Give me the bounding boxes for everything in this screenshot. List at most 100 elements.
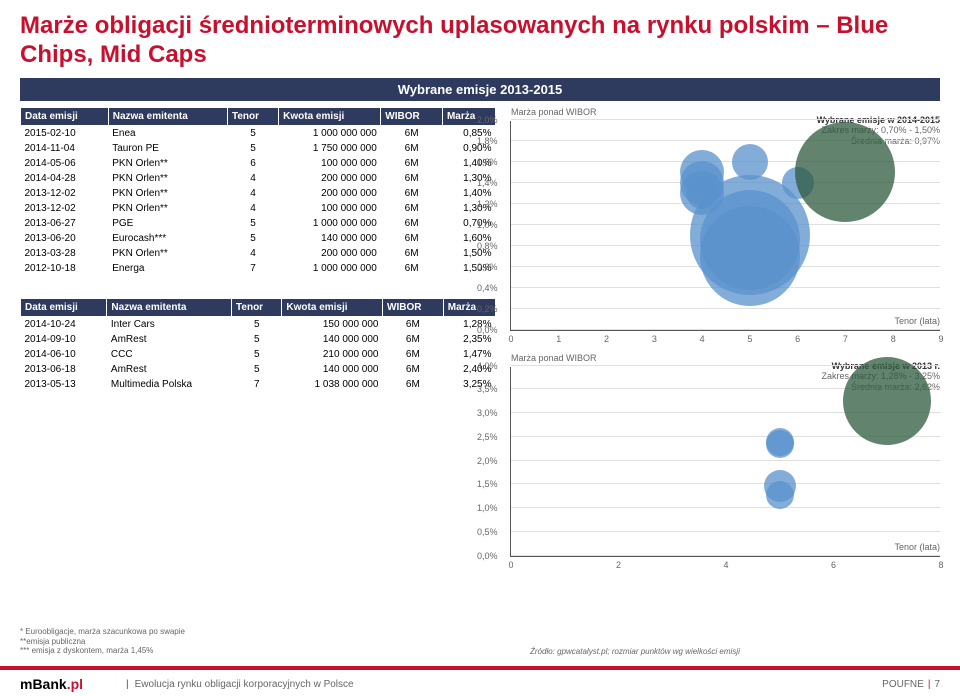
table-row: 2013-06-20Eurocash***5140 000 0006M1,60%: [21, 231, 496, 246]
bubble-point: [843, 357, 931, 445]
right-column: Marża ponad WIBOR Wybrane emisje w 2014-…: [510, 107, 940, 563]
y-tick-label: 1,5%: [477, 479, 498, 489]
y-tick-label: 0,0%: [477, 325, 498, 335]
cell: 200 000 000: [279, 171, 381, 186]
cell: 140 000 000: [282, 332, 383, 347]
x-tick-label: 4: [723, 560, 728, 570]
cell: Eurocash***: [108, 231, 227, 246]
footer-caption-text: Ewolucja rynku obligacji korporacyjnych …: [135, 679, 354, 690]
chart2-x-axis-label: Tenor (lata): [894, 542, 940, 552]
cell: Multimedia Polska: [107, 377, 232, 392]
cell: Energa: [108, 261, 227, 276]
bubble-point: [680, 150, 724, 194]
col-header: Data emisji: [21, 298, 107, 316]
chart1-y-title: Marża ponad WIBOR: [511, 107, 597, 117]
y-tick-label: 0,6%: [477, 262, 498, 272]
y-tick-label: 0,8%: [477, 241, 498, 251]
table-row: 2013-06-27PGE51 000 000 0006M0,70%: [21, 216, 496, 231]
cell: 6M: [381, 231, 443, 246]
cell: 4: [228, 186, 279, 201]
cell: 2014-05-06: [21, 156, 109, 171]
footer-page-number: 7: [934, 679, 940, 690]
footer-page-sep-icon: |: [928, 679, 931, 690]
cell: 5: [232, 362, 282, 377]
cell: 2014-09-10: [21, 332, 107, 347]
logo-suffix: .pl: [67, 676, 83, 692]
table-row: 2014-11-04Tauron PE51 750 000 0006M0,90%: [21, 141, 496, 156]
cell: PKN Orlen**: [108, 156, 227, 171]
cell: PKN Orlen**: [108, 186, 227, 201]
cell: 6M: [383, 362, 444, 377]
y-tick-label: 0,0%: [477, 551, 498, 561]
table-row: 2013-05-13Multimedia Polska71 038 000 00…: [21, 377, 496, 392]
cell: 6: [228, 156, 279, 171]
x-tick-label: 4: [700, 334, 705, 344]
cell: 210 000 000: [282, 347, 383, 362]
cell: 200 000 000: [279, 246, 381, 261]
cell: 2014-06-10: [21, 347, 107, 362]
table-mid-caps: Data emisjiNazwa emitentaTenorKwota emis…: [20, 298, 496, 392]
cell: 1 038 000 000: [282, 377, 383, 392]
cell: 7: [232, 377, 282, 392]
footer-logo: mBank.pl: [20, 676, 83, 692]
col-header: Tenor: [228, 107, 279, 125]
y-tick-label: 1,8%: [477, 136, 498, 146]
footer-confidential: POUFNE: [882, 679, 924, 690]
main-content: Data emisjiNazwa emitenta TenorKwota emis…: [0, 107, 960, 563]
cell: 6M: [383, 347, 444, 362]
cell: 2013-03-28: [21, 246, 109, 261]
footer-page: POUFNE |7: [882, 679, 940, 690]
footnote-2: **emisja publiczna: [20, 637, 185, 647]
cell: 100 000 000: [279, 156, 381, 171]
logo-text: mBank: [20, 676, 67, 692]
x-tick-label: 1: [556, 334, 561, 344]
col-header: Kwota emisji: [279, 107, 381, 125]
x-tick-label: 0: [508, 560, 513, 570]
footnote-1: * Euroobligacje, marża szacunkowa po swa…: [20, 627, 185, 637]
bubble-point: [766, 428, 794, 456]
cell: PGE: [108, 216, 227, 231]
cell: 2014-10-24: [21, 316, 107, 332]
bubble-point: [795, 122, 895, 222]
cell: 2013-06-20: [21, 231, 109, 246]
x-tick-label: 6: [795, 334, 800, 344]
cell: 6M: [381, 201, 443, 216]
table-blue-chips: Data emisjiNazwa emitentaTenorKwota emis…: [20, 107, 496, 276]
cell: 6M: [381, 216, 443, 231]
table-row: 2014-09-10AmRest5140 000 0006M2,35%: [21, 332, 496, 347]
cell: 2013-05-13: [21, 377, 107, 392]
subtitle-bar: Wybrane emisje 2013-2015: [20, 78, 940, 101]
cell: 2013-06-18: [21, 362, 107, 377]
x-tick-label: 5: [747, 334, 752, 344]
table-row: 2012-10-18Energa71 000 000 0006M1,50%: [21, 261, 496, 276]
cell: 140 000 000: [279, 231, 381, 246]
cell: 6M: [381, 125, 443, 141]
y-tick-label: 1,0%: [477, 220, 498, 230]
table-row: 2014-05-06PKN Orlen**6100 000 0006M1,40%: [21, 156, 496, 171]
x-tick-label: 8: [891, 334, 896, 344]
x-tick-label: 9: [938, 334, 943, 344]
cell: 2013-12-02: [21, 186, 109, 201]
y-tick-label: 0,2%: [477, 304, 498, 314]
col-header: Nazwa emitenta: [107, 298, 232, 316]
cell: 7: [228, 261, 279, 276]
cell: 5: [232, 347, 282, 362]
y-tick-label: 4,0%: [477, 361, 498, 371]
col-header: WIBOR: [381, 107, 443, 125]
cell: PKN Orlen**: [108, 201, 227, 216]
table-row: 2013-12-02PKN Orlen**4100 000 0006M1,30%: [21, 201, 496, 216]
cell: 2014-11-04: [21, 141, 109, 156]
bubble-point: [732, 144, 768, 180]
cell: 2013-06-27: [21, 216, 109, 231]
table-row: 2015-02-10Enea51 000 000 0006M0,85%: [21, 125, 496, 141]
cell: PKN Orlen**: [108, 171, 227, 186]
cell: 4: [228, 201, 279, 216]
cell: 1,47%: [443, 347, 495, 362]
footer-sep-icon: |: [126, 679, 129, 690]
table-row: 2013-03-28PKN Orlen**4200 000 0006M1,50%: [21, 246, 496, 261]
chart-2013: Marża ponad WIBOR Wybrane emisje w 2013 …: [510, 367, 940, 557]
cell: Tauron PE: [108, 141, 227, 156]
y-tick-label: 0,4%: [477, 283, 498, 293]
footnote-3: *** emisja z dyskontem, marża 1,45%: [20, 646, 185, 656]
cell: 1 000 000 000: [279, 261, 381, 276]
